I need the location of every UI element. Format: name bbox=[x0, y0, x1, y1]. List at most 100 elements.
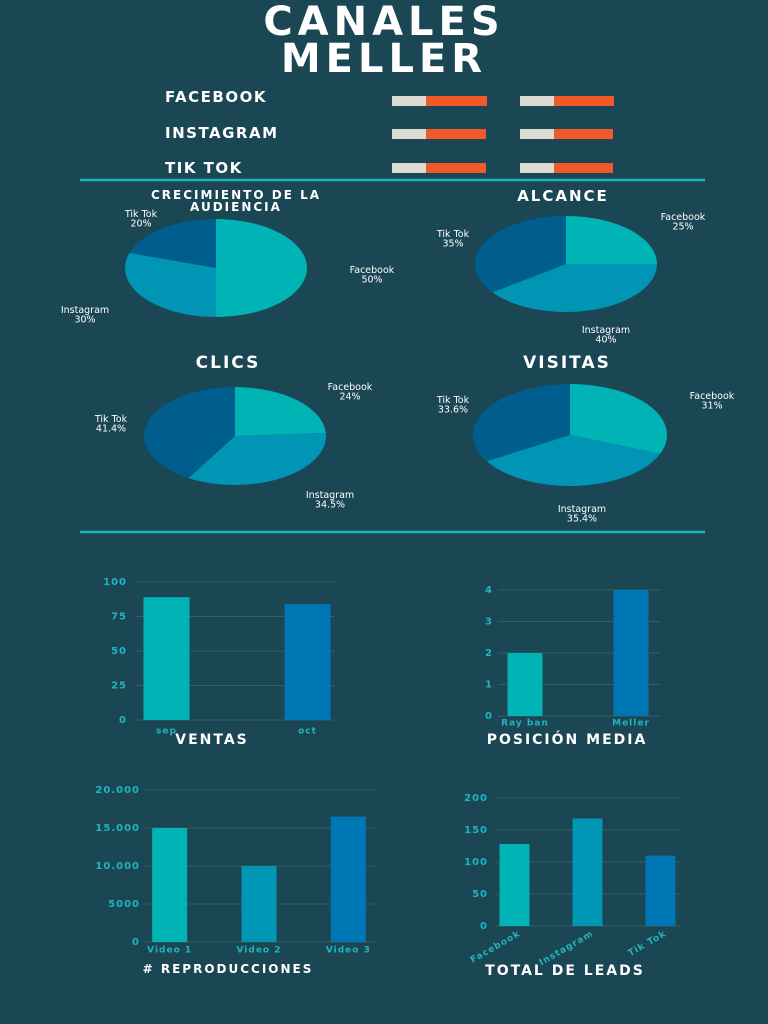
y-tick-label: 5000 bbox=[108, 899, 140, 910]
pie-slice bbox=[492, 264, 657, 312]
slice-name: Instagram bbox=[558, 504, 606, 515]
slice-name: Tik Tok bbox=[436, 229, 470, 240]
y-tick-label: 20.000 bbox=[95, 785, 140, 796]
pie-slice bbox=[570, 384, 667, 454]
x-tick-label: Tik Tok bbox=[627, 929, 669, 959]
bar bbox=[143, 597, 190, 720]
y-tick-label: 100 bbox=[103, 577, 127, 588]
bar bbox=[507, 653, 543, 716]
slice-name: Tik Tok bbox=[94, 414, 128, 425]
channel-label: INSTAGRAM bbox=[165, 124, 279, 142]
slice-label: Facebook 31% bbox=[690, 391, 735, 412]
slice-value: 34.5% bbox=[315, 499, 345, 510]
slice-value: 41.4% bbox=[96, 423, 126, 434]
meter bbox=[554, 163, 613, 173]
y-tick-label: 0 bbox=[119, 715, 127, 726]
x-tick-label: Video 1 bbox=[147, 946, 192, 956]
pie-slice bbox=[475, 216, 566, 293]
slice-label: Facebook 25% bbox=[661, 212, 706, 233]
channel-label: TIK TOK bbox=[165, 159, 243, 177]
bar bbox=[572, 818, 603, 926]
y-tick-label: 0 bbox=[485, 711, 493, 722]
y-tick-label: 200 bbox=[464, 793, 488, 804]
chart-title: VENTAS bbox=[175, 732, 249, 748]
y-tick-label: 1 bbox=[485, 680, 493, 691]
meter bbox=[426, 163, 486, 173]
x-tick-label: Facebook bbox=[469, 929, 522, 966]
slice-label: Facebook 24% bbox=[328, 382, 373, 403]
channel-label: FACEBOOK bbox=[165, 88, 267, 106]
slice-value: 25% bbox=[672, 221, 693, 232]
channel-meters bbox=[392, 96, 614, 173]
slice-value: 30% bbox=[74, 314, 95, 325]
slice-name: Instagram bbox=[306, 490, 354, 501]
chart-title: CRECIMIENTO DE LA AUDIENCIA bbox=[151, 188, 321, 214]
slice-name: Facebook bbox=[328, 382, 373, 393]
chart-title: POSICIÓN MEDIA bbox=[486, 732, 648, 748]
pie-slice bbox=[188, 432, 326, 485]
slice-label: Tik Tok 35% bbox=[436, 229, 470, 250]
x-tick-label: sep bbox=[156, 727, 177, 737]
bar bbox=[645, 855, 676, 926]
y-tick-label: 150 bbox=[464, 825, 488, 836]
pie-slice bbox=[472, 384, 570, 462]
y-tick-label: 10.000 bbox=[95, 861, 140, 872]
y-tick-label: 3 bbox=[485, 617, 493, 628]
slice-value: 33.6% bbox=[438, 404, 468, 415]
meter bbox=[554, 96, 614, 106]
y-tick-label: 50 bbox=[111, 646, 127, 657]
x-tick-label: Video 2 bbox=[236, 946, 281, 956]
pie-slice bbox=[144, 387, 235, 479]
slice-label: Tik Tok 20% bbox=[124, 209, 158, 230]
meter bbox=[554, 129, 613, 139]
slice-name: Instagram bbox=[61, 305, 109, 316]
slice-value: 31% bbox=[701, 400, 722, 411]
slice-label: Tik Tok 41.4% bbox=[94, 414, 128, 435]
pie-slice bbox=[566, 216, 657, 264]
slice-name: Tik Tok bbox=[124, 209, 158, 220]
slice-label: Instagram 40% bbox=[582, 325, 630, 346]
y-tick-label: 50 bbox=[472, 889, 488, 900]
slice-label: Tik Tok 33.6% bbox=[436, 395, 470, 416]
slice-label: Instagram 30% bbox=[61, 305, 109, 326]
slice-name: Facebook bbox=[690, 391, 735, 402]
x-tick-label: oct bbox=[298, 727, 317, 737]
chart-title: ALCANCE bbox=[517, 187, 609, 205]
y-tick-label: 4 bbox=[485, 585, 493, 596]
meter bbox=[426, 129, 486, 139]
meter bbox=[392, 163, 426, 173]
y-tick-label: 0 bbox=[132, 937, 140, 948]
chart-title: CLICS bbox=[195, 353, 261, 373]
main-title: CANALES MELLER bbox=[263, 0, 505, 82]
meter bbox=[520, 129, 554, 139]
y-tick-label: 0 bbox=[480, 921, 488, 932]
slice-label: Instagram 35.4% bbox=[558, 504, 606, 525]
slice-value: 35% bbox=[442, 238, 463, 249]
bar bbox=[241, 866, 277, 942]
chart-title: # REPRODUCCIONES bbox=[142, 962, 314, 976]
pie-slice bbox=[129, 219, 216, 268]
slice-value: 40% bbox=[595, 334, 616, 345]
meter bbox=[520, 163, 554, 173]
slice-name: Tik Tok bbox=[436, 395, 470, 406]
slice-value: 24% bbox=[339, 391, 360, 402]
chart-title: TOTAL DE LEADS bbox=[485, 963, 645, 979]
bar bbox=[499, 844, 530, 926]
y-tick-label: 25 bbox=[111, 681, 127, 692]
slice-name: Facebook bbox=[350, 265, 395, 276]
chart-title: VISITAS bbox=[523, 353, 611, 373]
pie-slice bbox=[124, 252, 216, 317]
y-tick-label: 2 bbox=[485, 648, 493, 659]
pie-slice bbox=[216, 219, 307, 317]
pie-slice bbox=[486, 435, 661, 486]
slice-label: Instagram 34.5% bbox=[306, 490, 354, 511]
y-tick-label: 100 bbox=[464, 857, 488, 868]
slice-value: 35.4% bbox=[567, 513, 597, 524]
slice-value: 20% bbox=[130, 218, 151, 229]
meter bbox=[426, 96, 487, 106]
bar bbox=[613, 590, 649, 716]
x-tick-label: Video 3 bbox=[326, 946, 371, 956]
y-tick-label: 75 bbox=[111, 612, 127, 623]
meter bbox=[520, 96, 554, 106]
